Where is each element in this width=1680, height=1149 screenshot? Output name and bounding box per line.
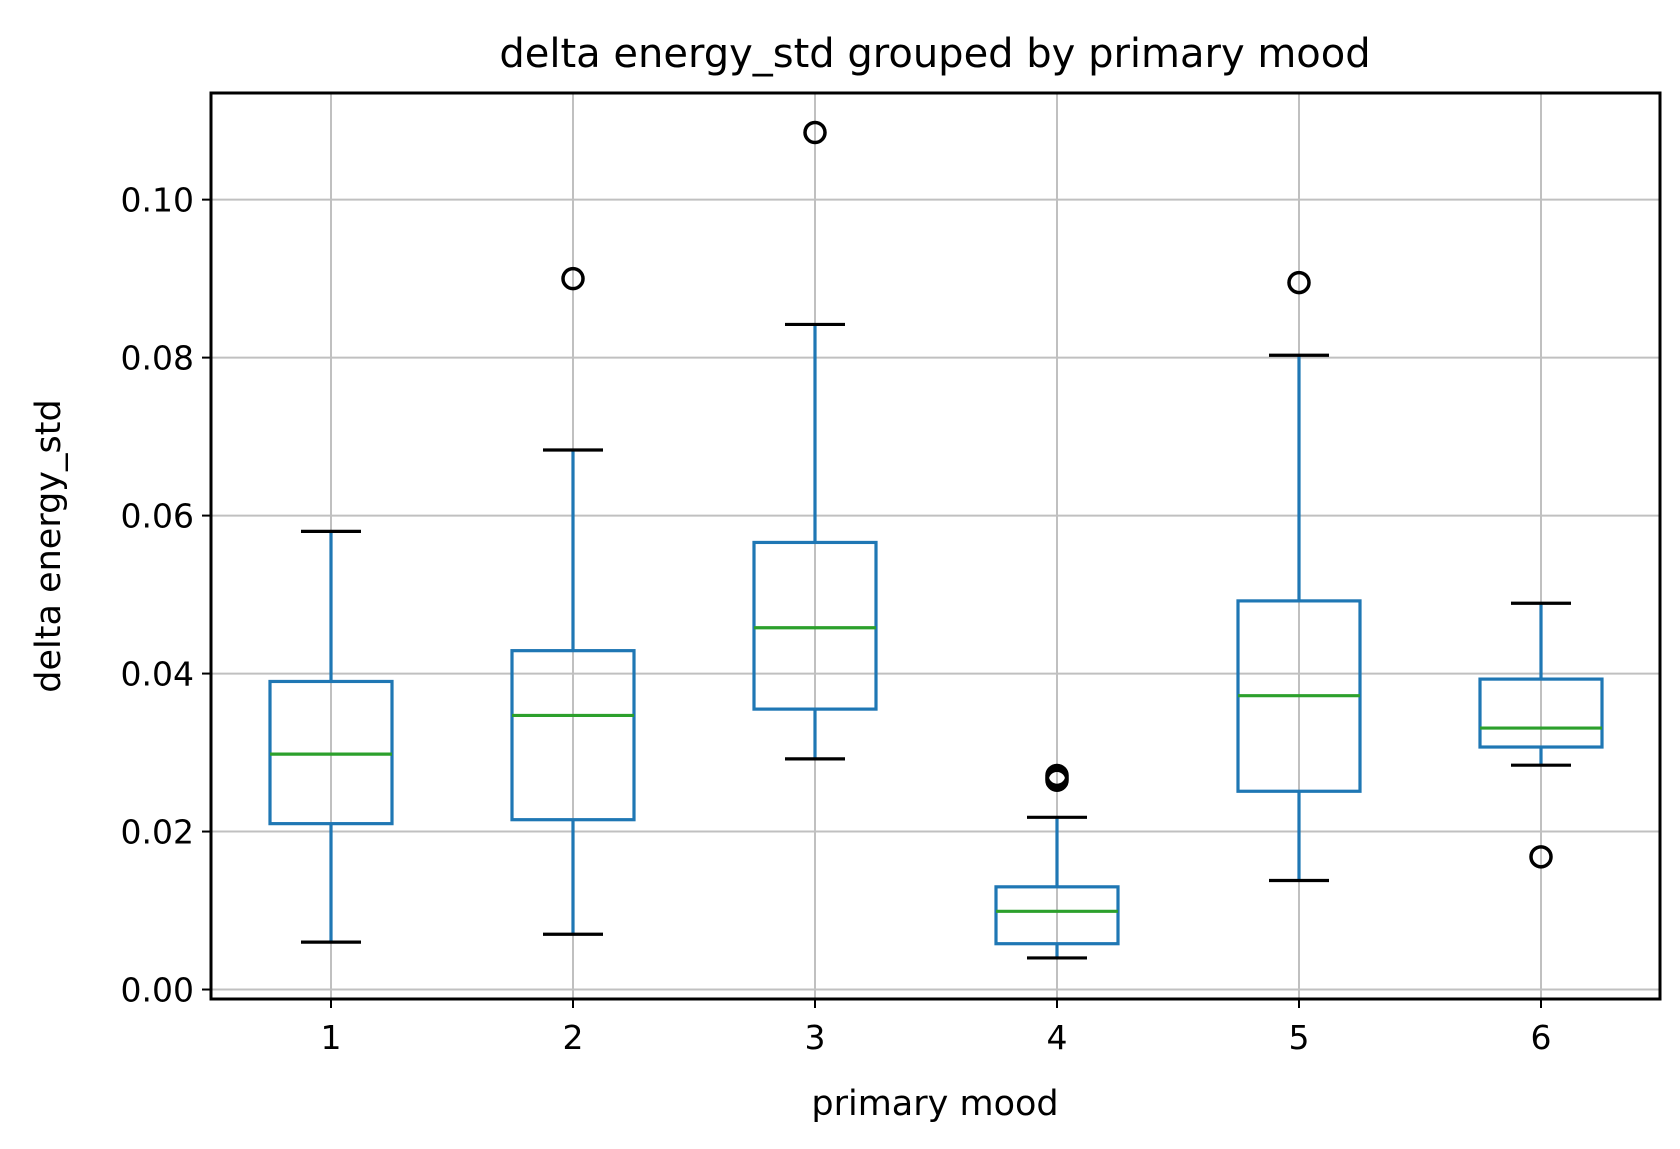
box-group-6 — [1478, 601, 1604, 869]
y-axis-label: delta energy_std — [29, 399, 69, 692]
outlier-point — [1045, 763, 1069, 788]
y-tick-label: 0.02 — [121, 813, 194, 852]
iqr-box — [994, 885, 1120, 946]
y-tick-label: 0.06 — [121, 497, 194, 536]
y-tick-label: 0.04 — [121, 655, 194, 694]
x-axis-label: primary mood — [811, 1084, 1058, 1124]
iqr-box — [752, 540, 878, 711]
x-tick-label: 6 — [1531, 1018, 1552, 1057]
y-tick-label: 0.00 — [121, 971, 194, 1010]
box-group-3 — [752, 120, 878, 761]
x-tick-label: 4 — [1047, 1018, 1068, 1057]
y-tick-label: 0.10 — [121, 181, 194, 220]
boxes-layer — [268, 120, 1604, 960]
outlier-point — [1287, 270, 1311, 295]
x-tick-label: 2 — [563, 1018, 584, 1057]
box-group-5 — [1236, 270, 1362, 883]
box-group-1 — [268, 529, 394, 944]
x-tick-label: 3 — [805, 1018, 826, 1057]
chart-title: delta energy_std grouped by primary mood — [499, 31, 1370, 77]
box-group-4 — [994, 763, 1120, 960]
x-tick-label: 1 — [321, 1018, 342, 1057]
plot-area-frame — [209, 91, 1662, 1001]
axis-ticks: 0.00 0.02 0.04 0.06 0.08 0.10 1 2 3 4 5 6 — [121, 181, 1552, 1057]
y-tick-label: 0.08 — [121, 339, 194, 378]
box-group-2 — [510, 266, 636, 936]
outlier-point — [803, 120, 827, 145]
outlier-point — [1529, 845, 1553, 869]
iqr-box — [1478, 677, 1604, 749]
iqr-box — [510, 649, 636, 822]
x-tick-label: 5 — [1289, 1018, 1310, 1057]
outlier-point — [561, 266, 585, 291]
